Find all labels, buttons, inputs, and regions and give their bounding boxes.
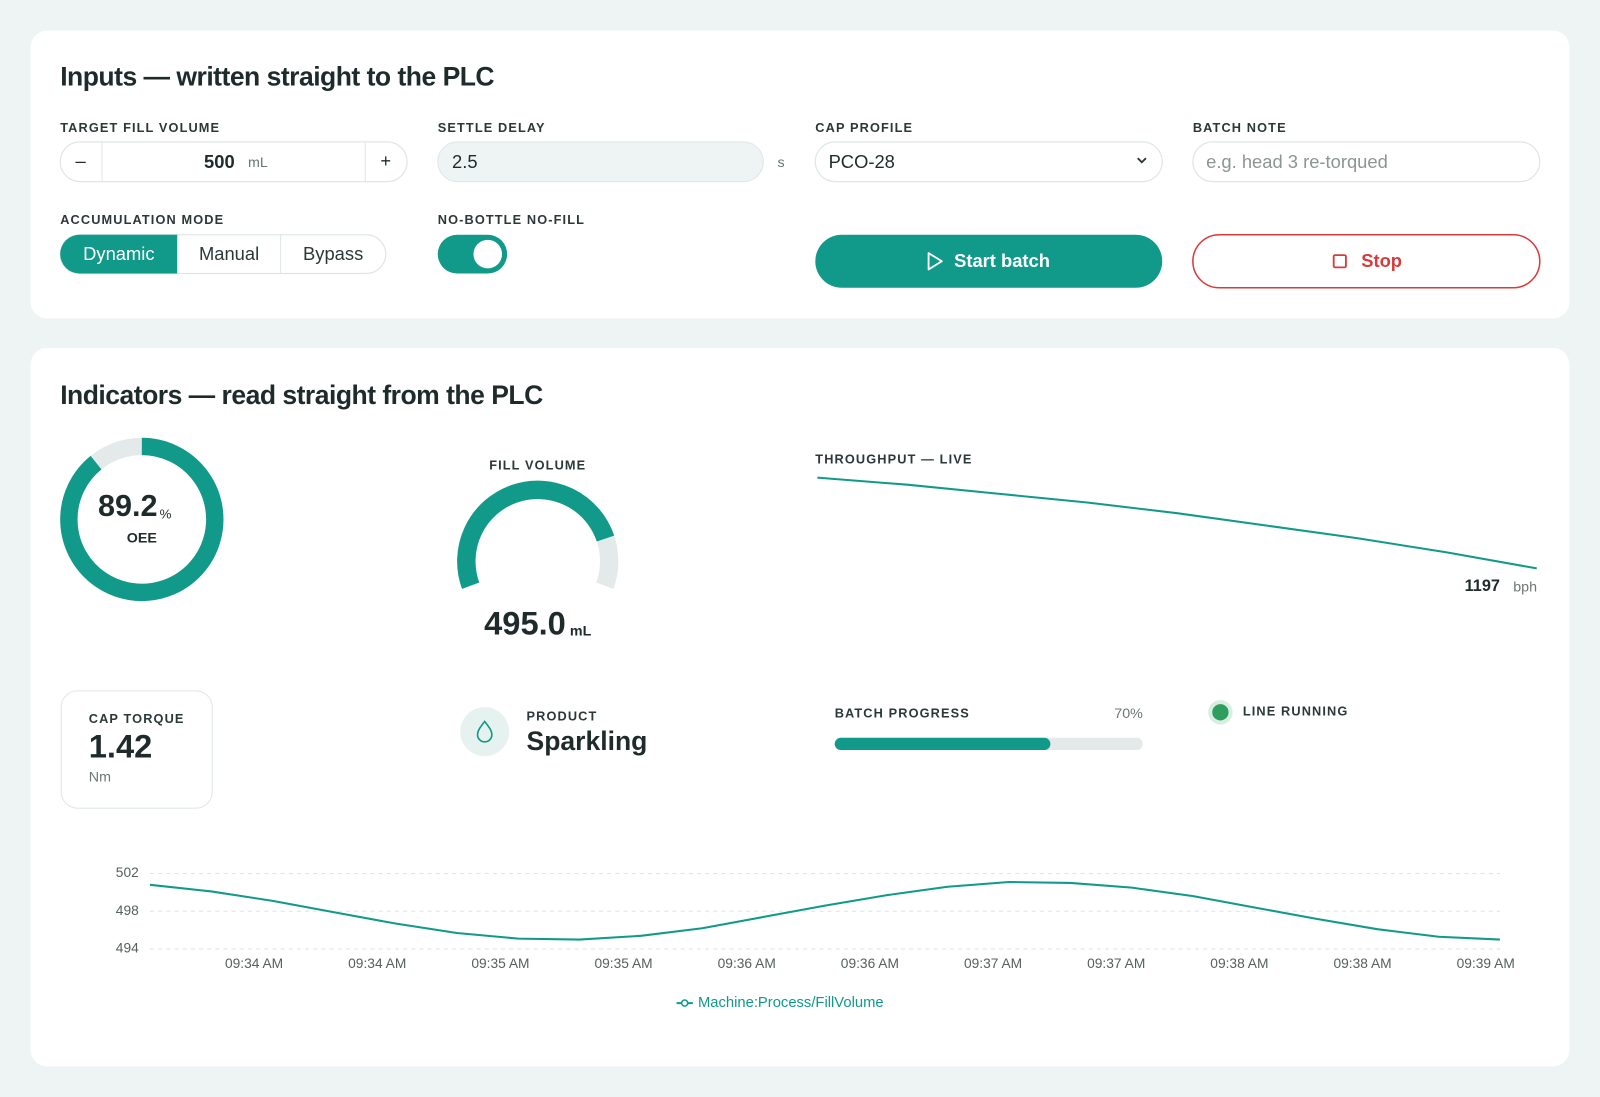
status-label: LINE RUNNING <box>1243 704 1349 719</box>
throughput-unit: bph <box>1513 580 1537 596</box>
gauge-arc <box>457 480 615 589</box>
oee-donut <box>60 437 224 601</box>
x-tick-label: 09:36 AM <box>718 956 776 971</box>
x-tick-label: 09:37 AM <box>1087 956 1145 971</box>
field-label: ACCUMULATION MODE <box>60 212 224 227</box>
x-tick-label: 09:38 AM <box>1210 956 1268 971</box>
sparkline <box>817 476 1537 570</box>
x-tick-label: 09:34 AM <box>348 956 406 971</box>
progress-bar <box>834 737 1051 751</box>
inputs-card <box>30 30 1570 319</box>
y-tick-label: 498 <box>116 903 139 918</box>
field-label: CAP PROFILE <box>815 120 913 135</box>
progress-value: 70% <box>1114 706 1143 722</box>
x-tick-label: 09:35 AM <box>594 956 652 971</box>
oee-value: 89.2 <box>98 489 158 523</box>
fill-volume-gauge <box>457 480 619 589</box>
stop-button[interactable]: Stop <box>1192 233 1541 289</box>
fill-volume-stepper[interactable]: – 500 mL + <box>59 141 408 183</box>
stop-button-label[interactable]: Stop <box>1361 250 1402 271</box>
gauge-label: FILL VOLUME <box>489 458 586 473</box>
status-dot <box>1212 704 1229 721</box>
segment-option[interactable]: Manual <box>199 243 259 264</box>
oee-unit: % <box>160 506 172 521</box>
stop-icon <box>1332 254 1347 269</box>
increment-button[interactable]: + <box>380 150 391 171</box>
drop-icon <box>476 720 493 743</box>
settle-delay-input[interactable] <box>437 141 764 183</box>
field-label: BATCH NOTE <box>1193 120 1287 135</box>
indicators-card <box>30 347 1570 1067</box>
segment-option[interactable]: Bypass <box>303 243 363 264</box>
product-icon-bg <box>460 707 510 757</box>
start-button[interactable]: Start batch <box>815 234 1163 288</box>
oee-label: OEE <box>127 531 157 547</box>
field-label: TARGET FILL VOLUME <box>60 120 220 135</box>
stepper-value[interactable]: 500 <box>204 151 235 172</box>
start-button-label[interactable]: Start batch <box>954 250 1050 271</box>
cap-profile-value[interactable]: PCO-28 <box>829 151 895 172</box>
y-tick-label: 494 <box>116 941 139 956</box>
toggle-knob[interactable] <box>473 239 503 269</box>
batch-note-placeholder: e.g. head 3 re-torqued <box>1206 151 1388 172</box>
gauge-readout: 495.0 mL <box>484 604 591 641</box>
inputs-title: Inputs — written straight to the PLC <box>60 62 494 92</box>
trend-line <box>149 880 1501 941</box>
legend-marker <box>680 999 689 1007</box>
stepper-box <box>59 141 408 183</box>
batch-note-input[interactable] <box>1192 141 1541 183</box>
chevron-icon <box>1137 157 1147 164</box>
segment-option[interactable]: Dynamic <box>83 243 154 264</box>
throughput-label: THROUGHPUT — LIVE <box>815 452 972 467</box>
cap-torque-value: 1.42 <box>89 728 153 765</box>
oee-readout: 89.2% <box>98 489 172 523</box>
cap-torque-card <box>60 690 213 809</box>
cap-torque-label: CAP TORQUE <box>89 711 185 726</box>
x-tick-label: 09:35 AM <box>471 956 529 971</box>
throughput-sparkline <box>817 476 1537 570</box>
x-tick-label: 09:38 AM <box>1333 956 1391 971</box>
gauge-value: 495.0 <box>484 604 566 641</box>
segment-selected <box>60 234 178 274</box>
x-tick-label: 09:36 AM <box>841 956 899 971</box>
x-tick-label: 09:37 AM <box>964 956 1022 971</box>
start-button-bg <box>815 234 1163 288</box>
x-tick-label: 09:39 AM <box>1457 956 1515 971</box>
cap-profile-select[interactable] <box>814 141 1163 183</box>
product-label: PRODUCT <box>527 709 598 724</box>
gauge-unit: mL <box>570 623 592 639</box>
cap-torque-unit: Nm <box>89 769 111 785</box>
product-value: Sparkling <box>527 726 648 756</box>
settle-delay-unit: s <box>778 155 785 171</box>
field-label: NO-BOTTLE NO-FILL <box>438 212 585 227</box>
y-tick-label: 502 <box>116 865 139 880</box>
play-icon <box>927 252 943 271</box>
progress-fill <box>834 737 1051 751</box>
field-label: SETTLE DELAY <box>438 120 546 135</box>
stepper-unit: mL <box>248 155 268 171</box>
oee-arc <box>60 437 224 601</box>
stop-button-bg <box>1192 233 1541 289</box>
trend-chart: 494 498 502 09:34 AM 09:34 AM 09:35 AM 09:35 A… <box>116 865 1515 971</box>
indicators-title: Indicators — read straight from the PLC <box>60 380 543 410</box>
toggle[interactable] <box>437 234 508 274</box>
settle-delay-value[interactable]: 2.5 <box>452 151 478 172</box>
segment-group: Dynamic Manual Bypass <box>60 234 363 274</box>
decrement-button[interactable]: – <box>76 150 87 171</box>
legend-entry: Machine:Process/FillVolume <box>698 995 884 1011</box>
progress-label: BATCH PROGRESS <box>835 706 970 721</box>
x-tick-label: 09:34 AM <box>225 956 283 971</box>
throughput-value: 1197 <box>1465 577 1500 595</box>
